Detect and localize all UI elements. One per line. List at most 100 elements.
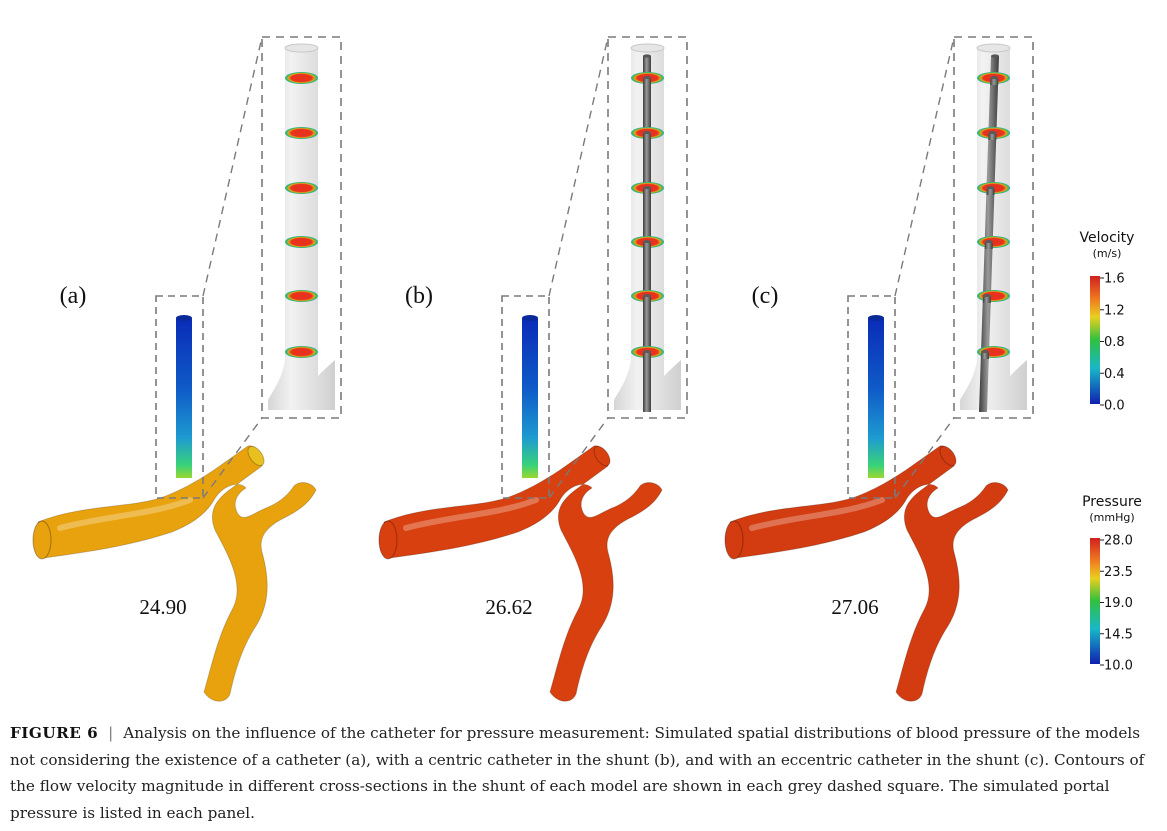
velocity-cross-section bbox=[977, 72, 1010, 85]
catheter-shaft-overlay bbox=[643, 297, 651, 303]
small-dashed-box bbox=[847, 295, 896, 499]
catheter-shaft-overlay bbox=[988, 134, 997, 140]
panel-label: (c) bbox=[752, 283, 779, 309]
vessel-body bbox=[729, 445, 1009, 702]
small-dashed-box bbox=[155, 295, 204, 499]
velocity-cross-section bbox=[285, 290, 318, 302]
catheter-shaft-overlay bbox=[981, 353, 990, 359]
velocity-cross-section bbox=[631, 127, 664, 140]
zoomed-tube-top bbox=[630, 43, 665, 53]
panel-c: (c) 27.06 bbox=[724, 36, 1034, 702]
caption-separator: | bbox=[108, 724, 114, 742]
portal-pressure-value: 27.06 bbox=[831, 595, 878, 619]
cross-section-contour bbox=[285, 346, 318, 358]
velocity-colorbar-title: Velocity bbox=[1080, 230, 1135, 246]
catheter-shaft-overlay bbox=[984, 243, 993, 249]
velocity-cross-section bbox=[977, 182, 1010, 195]
colorbar-tick-label: 10.0 bbox=[1104, 659, 1133, 674]
catheter-shaft-overlay bbox=[982, 297, 991, 303]
colorbar-tick-label: 0.8 bbox=[1104, 335, 1125, 350]
zoomed-shunt bbox=[614, 43, 681, 412]
zoom-line-bottom bbox=[894, 417, 955, 499]
vessel-model bbox=[32, 445, 317, 702]
velocity-cross-section bbox=[285, 72, 318, 84]
colorbar-tick-label: 0.0 bbox=[1104, 399, 1125, 414]
cross-section-contour bbox=[285, 182, 318, 194]
vessel-highlight bbox=[403, 497, 539, 531]
zoom-line-bottom bbox=[548, 417, 609, 499]
catheter-shaft bbox=[979, 56, 999, 412]
velocity-cross-section bbox=[977, 236, 1010, 249]
colorbar-tick-label: 28.0 bbox=[1104, 534, 1133, 549]
cross-section-contour bbox=[285, 72, 318, 84]
catheter-tip bbox=[643, 54, 651, 58]
panel-b: (b) 26.62 bbox=[378, 36, 688, 702]
zoom-line-top bbox=[548, 36, 609, 297]
velocity-cross-section bbox=[631, 72, 664, 85]
shunt-tube-top bbox=[522, 315, 538, 321]
cross-section-contour bbox=[977, 236, 1010, 248]
small-dashed-box bbox=[501, 295, 550, 499]
vessel-inlet-cap bbox=[378, 520, 398, 560]
catheter-shaft-overlay bbox=[986, 189, 995, 195]
vessel-highlight bbox=[749, 497, 885, 531]
catheter-shaft-overlay bbox=[643, 353, 651, 359]
catheter-shaft-overlay bbox=[643, 134, 651, 140]
vessel-body bbox=[37, 445, 317, 702]
figure-6-illustration: (a) 24.90 (b) 26.62 (c) 27.06 Velocity (m/s) … bbox=[32, 36, 1142, 702]
velocity-cross-section bbox=[631, 236, 664, 249]
zoom-line-bottom bbox=[202, 417, 263, 499]
vessel-model bbox=[724, 445, 1009, 702]
cross-section-contour bbox=[285, 236, 318, 248]
velocity-cross-section bbox=[285, 182, 318, 194]
caption-text: Analysis on the influence of the cathete… bbox=[10, 724, 1145, 822]
cross-section-contour bbox=[977, 290, 1010, 302]
velocity-cross-section bbox=[285, 236, 318, 248]
cross-section-contour bbox=[285, 290, 318, 302]
velocity-cross-section bbox=[977, 346, 1010, 359]
pressure-colorbar-unit: (mmHg) bbox=[1089, 511, 1134, 524]
caption-figure-label: FIGURE 6 bbox=[10, 724, 99, 742]
catheter-shaft-overlay bbox=[643, 79, 651, 85]
vessel-body bbox=[383, 445, 663, 702]
zoomed-shunt bbox=[960, 43, 1027, 412]
catheter-shaft-overlay bbox=[643, 243, 651, 249]
panel-label: (b) bbox=[405, 283, 433, 309]
vessel-inlet-cap bbox=[724, 520, 744, 560]
colorbar-tick-label: 0.4 bbox=[1104, 367, 1125, 382]
velocity-colorbar: Velocity (m/s) 1.6 1.2 0.8 0.4 0.0 bbox=[1080, 230, 1135, 414]
shunt-tube bbox=[176, 318, 192, 478]
catheter-tip bbox=[991, 54, 999, 58]
vessel-outlet-cap bbox=[247, 445, 265, 467]
velocity-cross-section bbox=[285, 346, 318, 358]
zoomed-tube-top bbox=[976, 43, 1011, 53]
shunt-tube bbox=[868, 318, 884, 478]
vessel-outlet-cap bbox=[593, 445, 611, 467]
velocity-cross-section bbox=[977, 127, 1010, 140]
portal-pressure-value: 26.62 bbox=[485, 595, 532, 619]
vessel-inlet-cap bbox=[32, 520, 52, 560]
velocity-cross-section bbox=[285, 127, 318, 139]
vessel-model bbox=[378, 445, 663, 702]
pressure-colorbar-title: Pressure bbox=[1082, 494, 1142, 510]
zoomed-tube-top bbox=[284, 43, 319, 53]
velocity-cross-section bbox=[631, 290, 664, 303]
shunt-tube bbox=[522, 318, 538, 478]
zoomed-shunt bbox=[268, 43, 335, 410]
velocity-cross-section bbox=[631, 346, 664, 359]
shunt-tube-top bbox=[868, 315, 884, 321]
colorbar-tick-label: 1.6 bbox=[1104, 272, 1125, 287]
catheter bbox=[643, 54, 651, 412]
colorbar-tick-label: 23.5 bbox=[1104, 565, 1133, 580]
portal-pressure-value: 24.90 bbox=[139, 595, 186, 619]
pressure-colorbar-gradient bbox=[1090, 538, 1100, 664]
velocity-colorbar-unit: (m/s) bbox=[1093, 247, 1122, 260]
velocity-colorbar-gradient bbox=[1090, 276, 1100, 404]
panel-a: (a) 24.90 bbox=[32, 36, 342, 702]
panel-label: (a) bbox=[60, 283, 87, 309]
colorbar-tick-label: 19.0 bbox=[1104, 596, 1133, 611]
shunt-tube-top bbox=[176, 315, 192, 321]
cross-section-contour bbox=[285, 127, 318, 139]
pressure-colorbar: Pressure (mmHg) 28.0 23.5 19.0 14.5 10.0 bbox=[1082, 494, 1142, 674]
velocity-cross-section bbox=[977, 290, 1010, 303]
